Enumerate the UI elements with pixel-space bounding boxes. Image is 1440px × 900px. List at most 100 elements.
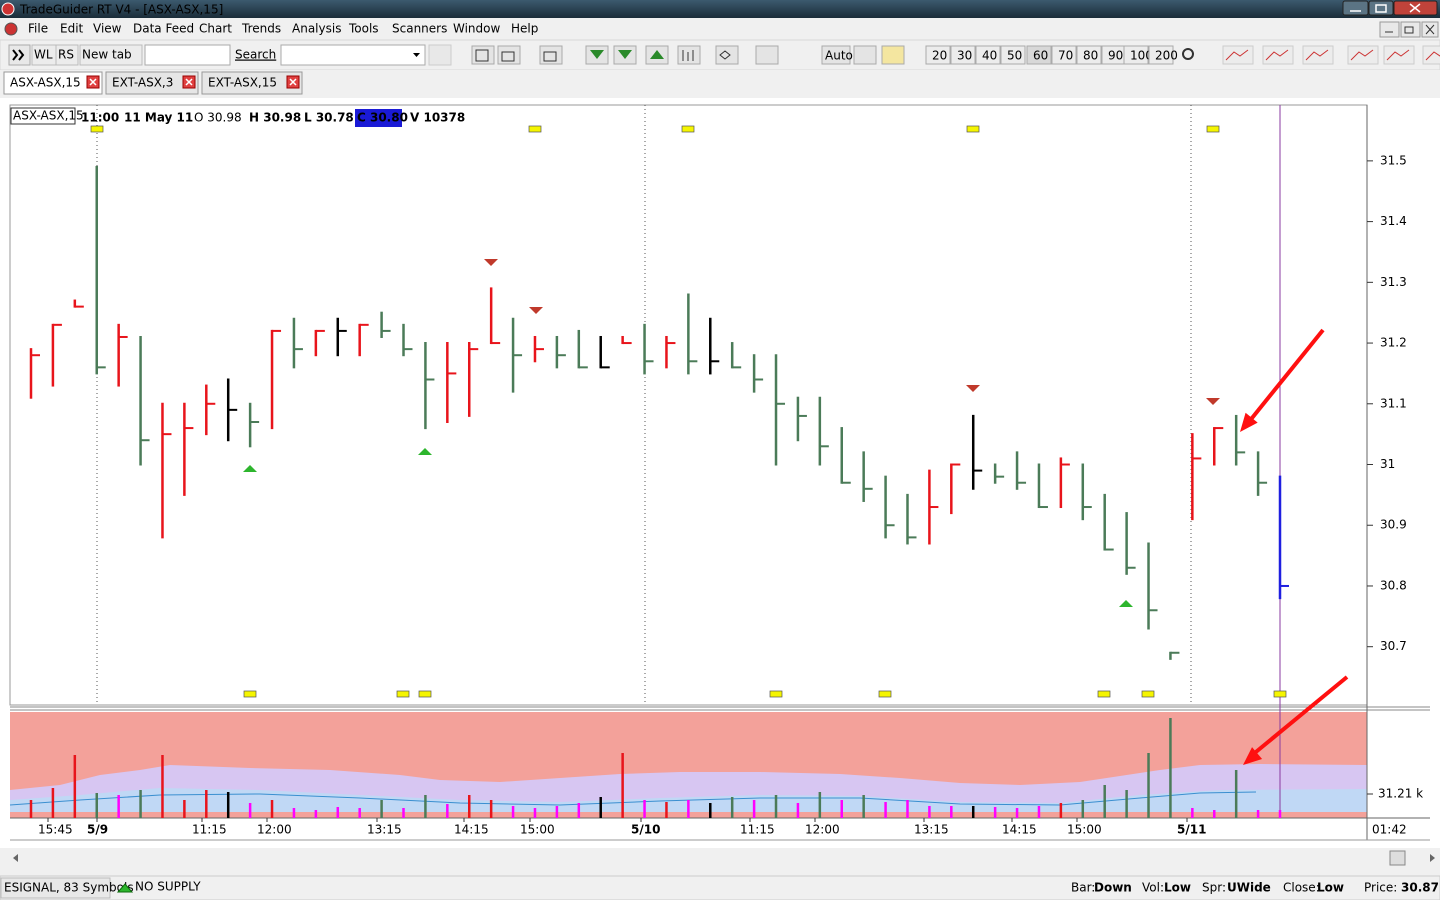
toolbar-button[interactable] (8, 44, 31, 66)
period-label: 20 (932, 49, 947, 63)
period-label: 80 (1083, 49, 1098, 63)
signal-marker (418, 690, 432, 698)
info-symbol: ASX-ASX,15 (13, 109, 84, 123)
info-date: 11 May 11 (124, 111, 193, 125)
search-link[interactable]: Search (235, 48, 276, 62)
search-dropdown[interactable] (280, 44, 426, 66)
time-label: 14:15 (1002, 823, 1037, 837)
signal-marker (966, 125, 980, 133)
strength-triangle (1119, 600, 1133, 607)
period-button[interactable] (1051, 45, 1077, 65)
status-label: Close: (1283, 881, 1320, 895)
study-glyph (1386, 49, 1410, 61)
status-value: Low (1317, 881, 1344, 895)
info-low: L 30.78 (304, 111, 354, 125)
menu-item[interactable]: Data Feed (133, 22, 194, 36)
menu-item[interactable]: Analysis (292, 22, 341, 36)
menu-item[interactable]: Window (453, 22, 501, 36)
study-glyph (1265, 49, 1289, 61)
weakness-triangle (1206, 398, 1220, 405)
toolbar-icon[interactable] (677, 45, 701, 65)
study-glyph (1350, 49, 1374, 61)
toolbar-button[interactable] (79, 44, 143, 66)
weakness-triangle (529, 307, 543, 314)
zoom-icon[interactable] (1182, 48, 1194, 60)
period-button[interactable] (1000, 45, 1026, 65)
app-icon (1, 2, 15, 16)
period-label: 90 (1108, 49, 1123, 63)
minimize-button[interactable] (1342, 0, 1369, 16)
window-button-icons (1350, 3, 1421, 13)
period-label: 60 (1033, 49, 1048, 63)
weakness-triangle (484, 259, 498, 266)
menu-item[interactable]: Tools (348, 22, 379, 36)
period-label: 200 (1155, 49, 1178, 63)
period-button[interactable] (1123, 45, 1149, 65)
period-button[interactable] (925, 45, 951, 65)
price-tick-label: 31.2 (1380, 336, 1407, 350)
grid-button[interactable] (853, 45, 877, 65)
chart-tab-label: EXT-ASX,3 (112, 76, 173, 90)
period-button[interactable] (950, 45, 976, 65)
period-button[interactable] (1076, 45, 1102, 65)
status-value: UWide (1227, 881, 1271, 895)
toolbar-icon[interactable] (715, 45, 739, 65)
info-volume: V 10378 (410, 111, 465, 125)
status-label: Spr: (1202, 881, 1226, 895)
maximize-button[interactable] (1368, 0, 1394, 16)
menu-item[interactable]: Trends (241, 22, 281, 36)
dropdown-arrow (413, 53, 420, 57)
menu-item[interactable]: Help (511, 22, 538, 36)
signal-status: NO SUPPLY (135, 880, 201, 894)
status-value: Low (1164, 881, 1191, 895)
strength-triangle (243, 465, 257, 472)
toolbar-glyphs (475, 49, 731, 62)
study-glyph (1225, 49, 1249, 61)
price-tick-label: 31.5 (1380, 153, 1407, 167)
auto-button[interactable] (821, 45, 851, 65)
mdi-restore[interactable] (1400, 21, 1421, 38)
mdi-min[interactable] (1379, 21, 1400, 38)
menu-item[interactable]: Scanners (392, 22, 447, 36)
scroll-thumb[interactable] (1389, 850, 1406, 866)
title-bar (0, 0, 1440, 18)
chart-tab[interactable] (201, 71, 303, 95)
volume-average-line (9, 791, 1257, 806)
tab-close-x (89, 78, 97, 86)
time-remaining: 01:42 (1372, 823, 1407, 837)
time-label: 13:15 (914, 823, 949, 837)
go-button[interactable] (428, 44, 452, 66)
toolbar-button[interactable] (55, 44, 79, 66)
toolbar-icon[interactable] (755, 45, 779, 65)
volume-tick-label: 31.21 k (1378, 786, 1423, 800)
period-button[interactable] (1148, 45, 1174, 65)
signal-icon (116, 883, 134, 893)
price-tick-label: 30.8 (1380, 578, 1407, 592)
time-label: 15:00 (1067, 823, 1102, 837)
status-label: Price: (1364, 881, 1397, 895)
time-label: 12:00 (257, 823, 292, 837)
price-tick-label: 31.1 (1380, 396, 1407, 410)
menu-item[interactable]: Chart (199, 22, 232, 36)
status-bar (0, 875, 1440, 900)
menu-item[interactable]: View (93, 22, 122, 36)
symbol-input[interactable] (144, 44, 231, 66)
time-label: 11:15 (740, 823, 775, 837)
menu-item[interactable]: File (28, 22, 48, 36)
time-label: 15:45 (38, 823, 73, 837)
chart-tab[interactable] (3, 71, 103, 95)
period-button[interactable] (1026, 45, 1052, 65)
tab-close-x (185, 78, 193, 86)
scrollbar[interactable] (0, 848, 1440, 868)
period-label: 70 (1058, 49, 1073, 63)
annotation-arrow-head (1243, 747, 1263, 765)
chart-tab[interactable] (105, 71, 199, 95)
menu-item[interactable]: Edit (60, 22, 84, 36)
window-title: TradeGuider RT V4 - [ASX-ASX,15] (19, 3, 223, 17)
period-button[interactable] (975, 45, 1001, 65)
price-tick-label: 30.7 (1380, 639, 1407, 653)
status-label: Vol: (1142, 881, 1164, 895)
grid-button[interactable] (881, 45, 905, 65)
symbol-box (10, 107, 76, 125)
